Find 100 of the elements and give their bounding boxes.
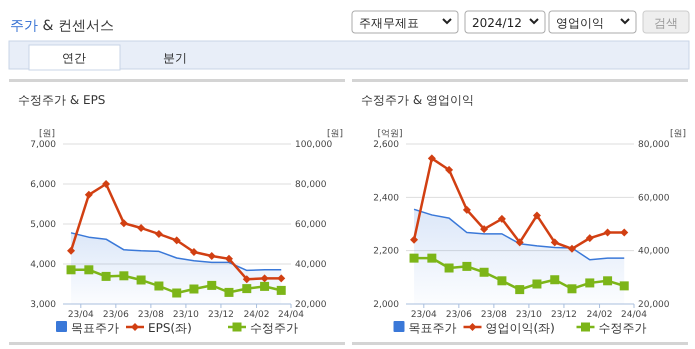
point bbox=[586, 234, 594, 242]
point bbox=[260, 282, 270, 291]
text: 영업이익 bbox=[556, 16, 604, 30]
y2-tick-label: 80,000 bbox=[295, 180, 327, 190]
point bbox=[620, 281, 629, 290]
point bbox=[462, 206, 471, 214]
legend-label: 목표주가 bbox=[71, 321, 119, 335]
point bbox=[137, 224, 146, 232]
point bbox=[224, 288, 234, 297]
text: 검색 bbox=[654, 16, 678, 30]
x-tick-label: 24/04 bbox=[278, 310, 304, 320]
point bbox=[67, 246, 76, 255]
x-tick-label: 23/08 bbox=[138, 310, 164, 320]
y-axis-title: [원] bbox=[38, 129, 56, 139]
point bbox=[277, 274, 286, 282]
point bbox=[444, 264, 454, 272]
point bbox=[66, 265, 76, 274]
y-tick-label: 6,000 bbox=[30, 180, 56, 190]
point bbox=[585, 278, 594, 288]
point bbox=[410, 254, 419, 263]
point bbox=[260, 274, 269, 282]
legend-label: EPS(좌) bbox=[148, 321, 192, 335]
point bbox=[516, 238, 524, 246]
legend-label: 수정주가 bbox=[598, 321, 646, 335]
legend-label: 수정주가 bbox=[250, 321, 298, 335]
point bbox=[102, 180, 110, 188]
point bbox=[428, 154, 436, 162]
x-tick-label: 24/02 bbox=[586, 310, 613, 320]
legend-label: 영업이익(좌) bbox=[486, 321, 555, 335]
point bbox=[119, 271, 128, 280]
y2-tick-label: 80,000 bbox=[638, 140, 670, 150]
text: 2024/12 bbox=[472, 16, 522, 30]
x-tick-label: 23/08 bbox=[480, 310, 508, 320]
y-tick-label: 3,000 bbox=[30, 300, 56, 310]
y2-tick-label: 20,000 bbox=[295, 300, 327, 310]
point bbox=[427, 254, 436, 263]
point bbox=[276, 286, 286, 295]
y2-tick-label: 60,000 bbox=[295, 220, 327, 230]
point bbox=[410, 236, 418, 244]
point bbox=[189, 284, 198, 294]
point bbox=[120, 219, 128, 228]
y2-axis-title: [원] bbox=[326, 129, 344, 139]
point bbox=[136, 276, 146, 284]
y-tick-label: 2,000 bbox=[373, 300, 400, 310]
chart-title: 수정주가 & 영업이익 bbox=[361, 93, 474, 107]
x-tick-label: 24/04 bbox=[621, 310, 648, 320]
point bbox=[462, 262, 472, 271]
point bbox=[242, 284, 252, 294]
point bbox=[172, 236, 181, 244]
y-axis-title: [억원] bbox=[377, 129, 403, 139]
text: 연간 bbox=[62, 51, 86, 65]
x-tick-label: 23/10 bbox=[516, 310, 542, 320]
y-tick-label: 2,400 bbox=[373, 193, 400, 204]
point bbox=[224, 254, 233, 263]
y2-tick-label: 20,000 bbox=[638, 300, 670, 310]
point bbox=[207, 280, 216, 290]
y2-tick-label: 40,000 bbox=[295, 260, 327, 270]
point bbox=[550, 275, 560, 284]
point bbox=[242, 275, 251, 284]
text: 주가 & 컨센서스 bbox=[10, 18, 114, 34]
point bbox=[172, 288, 182, 298]
point bbox=[445, 166, 454, 174]
y-tick-label: 2,600 bbox=[373, 140, 400, 150]
y2-tick-label: 100,000 bbox=[295, 140, 332, 150]
y-tick-label: 5,000 bbox=[30, 220, 56, 230]
point bbox=[568, 244, 576, 253]
x-tick-label: 23/10 bbox=[172, 310, 200, 320]
point bbox=[154, 230, 163, 238]
y-tick-label: 2,200 bbox=[373, 246, 400, 257]
point bbox=[497, 276, 506, 286]
point bbox=[190, 248, 198, 256]
point bbox=[550, 238, 559, 246]
point bbox=[84, 190, 93, 199]
x-tick-label: 23/06 bbox=[102, 310, 130, 320]
point bbox=[532, 211, 541, 220]
x-tick-label: 24/02 bbox=[244, 310, 270, 320]
point bbox=[620, 228, 628, 237]
point bbox=[567, 284, 576, 294]
point bbox=[498, 214, 506, 223]
x-tick-label: 23/06 bbox=[446, 310, 472, 320]
x-tick-label: 23/12 bbox=[550, 310, 577, 320]
point bbox=[84, 265, 94, 274]
x-tick-label: 23/12 bbox=[208, 310, 234, 320]
point bbox=[480, 268, 489, 277]
point bbox=[154, 282, 164, 290]
point bbox=[208, 252, 216, 260]
y2-axis-title: [원] bbox=[670, 129, 686, 139]
y2-tick-label: 60,000 bbox=[638, 193, 670, 204]
point bbox=[603, 276, 612, 286]
chart-title: 수정주가 & EPS bbox=[18, 93, 106, 107]
y-tick-label: 4,000 bbox=[30, 260, 56, 270]
point bbox=[532, 280, 542, 288]
legend-label: 목표주가 bbox=[408, 321, 456, 335]
point bbox=[102, 272, 111, 281]
y2-tick-label: 40,000 bbox=[638, 246, 670, 257]
x-tick-label: 23/04 bbox=[410, 310, 438, 320]
x-tick-label: 23/04 bbox=[68, 310, 94, 320]
text: 주재무제표 bbox=[359, 16, 419, 30]
text: 분기 bbox=[163, 51, 187, 65]
point bbox=[480, 225, 488, 234]
